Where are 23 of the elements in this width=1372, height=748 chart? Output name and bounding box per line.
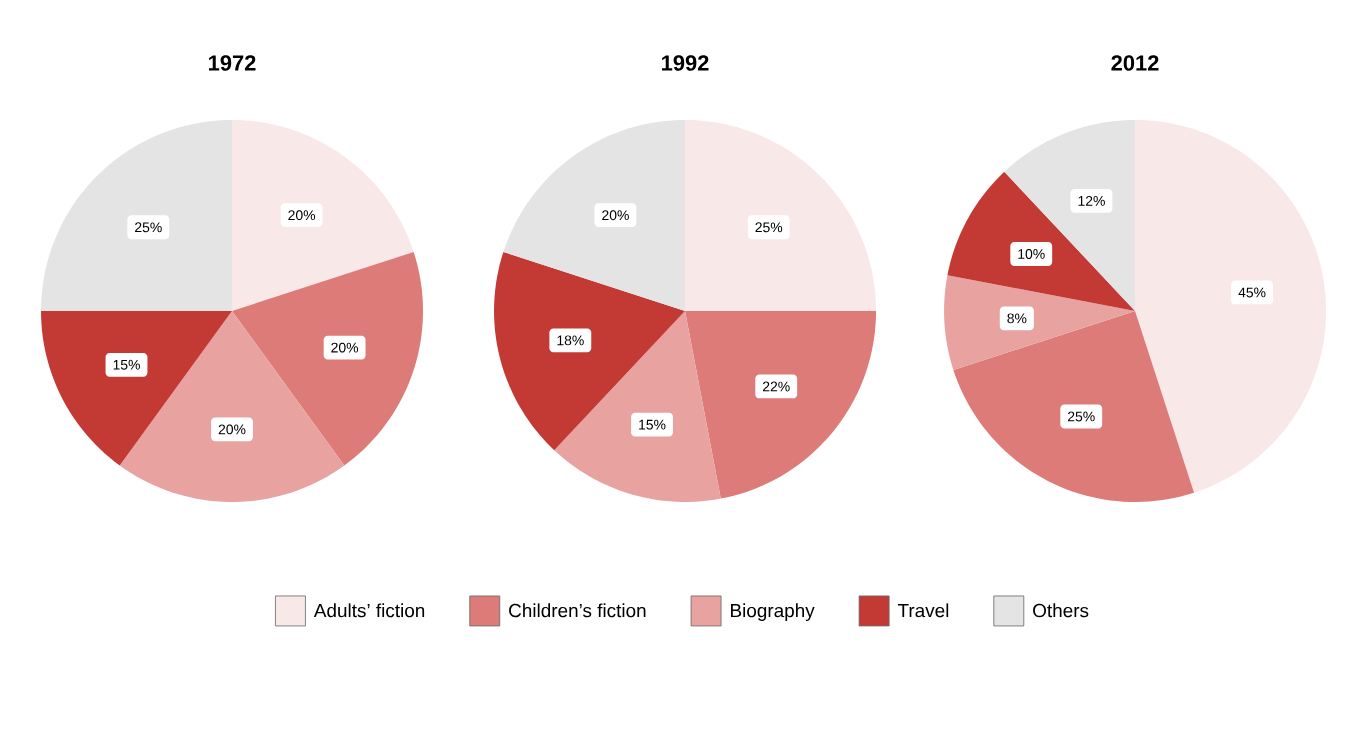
- legend-label: Children’s fiction: [509, 603, 646, 618]
- legend-label: Adults’ fiction: [313, 603, 425, 618]
- data-label: 20%: [602, 210, 629, 221]
- data-label: 25%: [1067, 411, 1095, 422]
- data-label: 45%: [1238, 287, 1266, 298]
- data-label: 8%: [1007, 313, 1027, 324]
- data-label: 20%: [218, 424, 246, 435]
- data-label: 15%: [639, 419, 666, 430]
- data-label: 25%: [755, 222, 783, 233]
- data-label: 10%: [1018, 249, 1045, 259]
- data-label: 25%: [135, 222, 162, 233]
- chart-title: 1992: [662, 55, 709, 71]
- legend-label: Others: [1033, 603, 1089, 618]
- chart-title: 1972: [209, 55, 256, 71]
- data-label: 18%: [557, 335, 584, 346]
- legend-label: Travel: [897, 603, 949, 618]
- data-label: 15%: [113, 359, 140, 370]
- data-label: 12%: [1078, 195, 1105, 206]
- legend-label: Biography: [731, 603, 815, 621]
- data-label: 20%: [288, 210, 316, 221]
- data-label: 20%: [331, 342, 359, 353]
- chart-title: 2012: [1111, 55, 1159, 71]
- data-label: 22%: [762, 381, 790, 392]
